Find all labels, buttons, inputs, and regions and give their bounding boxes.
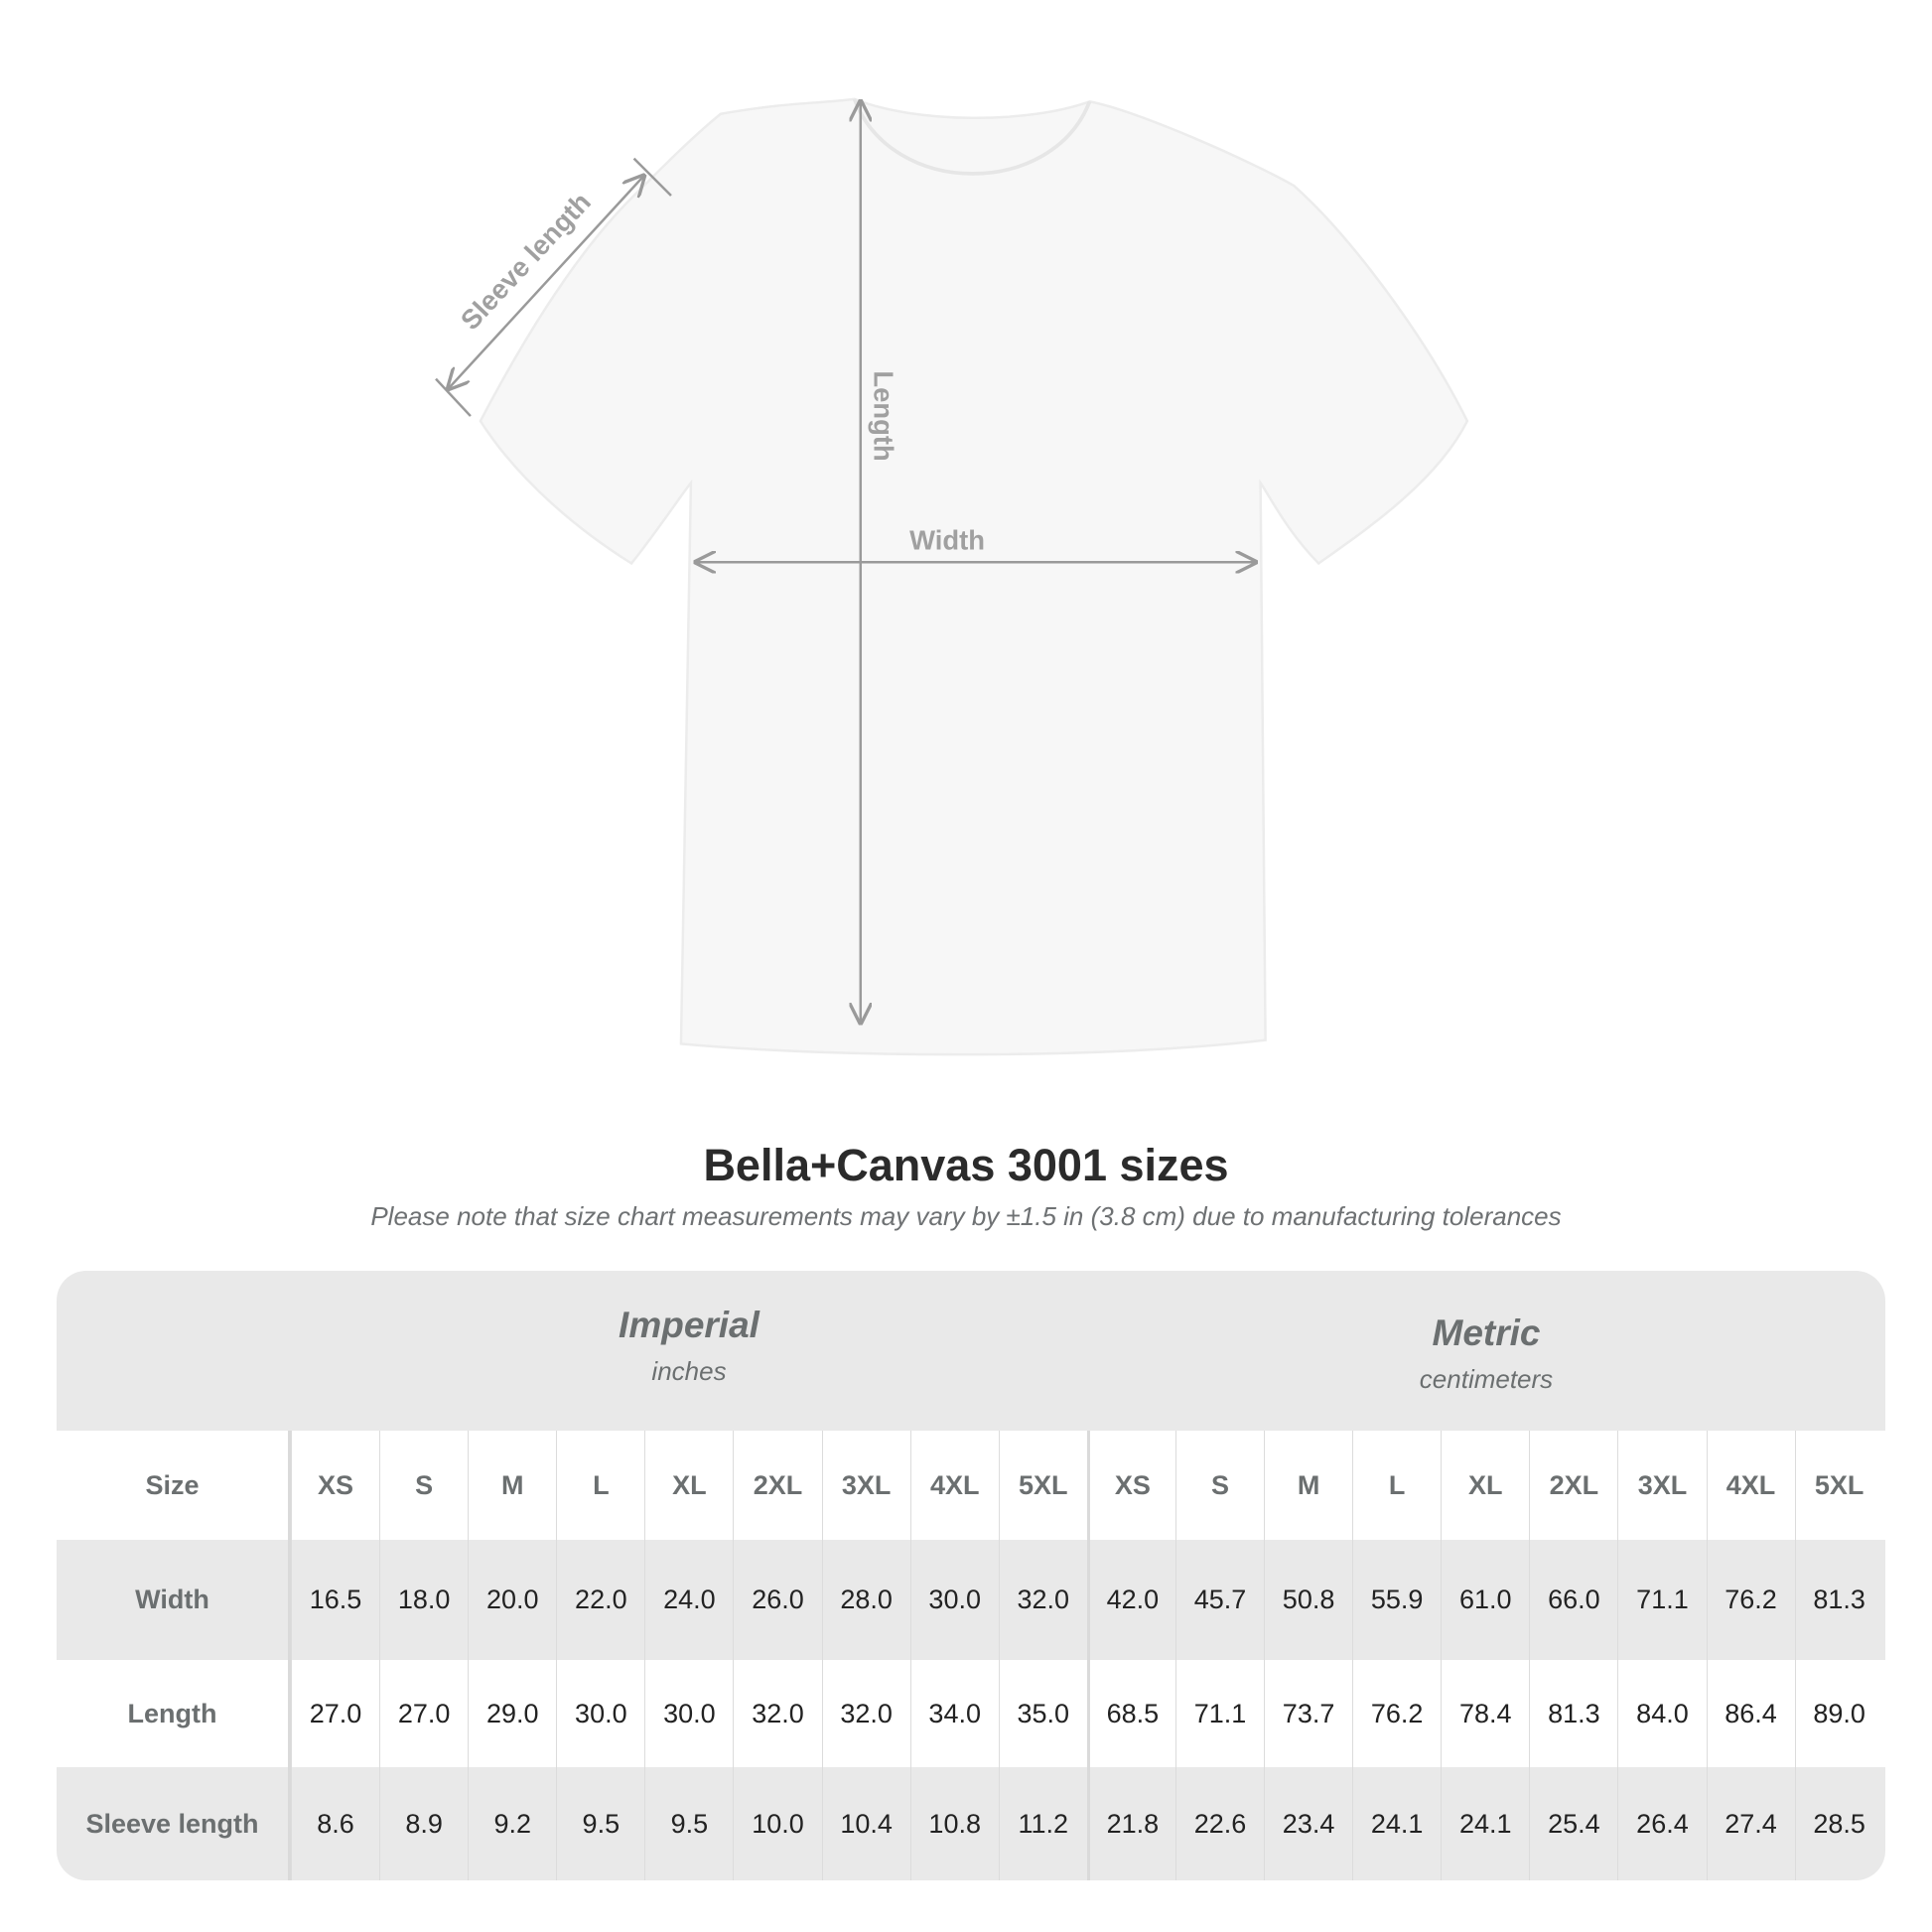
size-imperial-header: L bbox=[556, 1431, 644, 1540]
chart-subtitle: Please note that size chart measurements… bbox=[370, 1201, 1562, 1231]
tshirt-shape bbox=[479, 97, 1469, 1056]
width-label: Width bbox=[909, 525, 985, 556]
chart-title: Bella+Canvas 3001 sizes bbox=[703, 1140, 1229, 1190]
imperial-name: Imperial bbox=[619, 1305, 759, 1345]
row-label: Sleeve length bbox=[57, 1767, 291, 1880]
metric-value-cell: 24.1 bbox=[1441, 1767, 1529, 1880]
imperial-value-cell: 16.5 bbox=[291, 1540, 379, 1660]
size-imperial-header: XS bbox=[291, 1431, 379, 1540]
table-row: Width 16.5 18.0 20.0 22.0 24.0 26.0 28.0 30.0 32.… bbox=[57, 1540, 1885, 1660]
metric-header: Metric centimeters bbox=[1087, 1312, 1885, 1395]
imperial-value-cell: 30.0 bbox=[556, 1660, 644, 1767]
metric-value-cell: 89.0 bbox=[1794, 1660, 1883, 1767]
metric-value-cell: 66.0 bbox=[1529, 1540, 1617, 1660]
size-metric-header: XL bbox=[1441, 1431, 1529, 1540]
table-row: Sleeve length 8.6 8.9 9.2 9.5 9.5 10.0 10.4 10.8… bbox=[57, 1767, 1885, 1880]
imperial-value-cell: 9.5 bbox=[644, 1767, 733, 1880]
metric-value-cell: 73.7 bbox=[1264, 1660, 1352, 1767]
size-metric-header: 5XL bbox=[1794, 1431, 1883, 1540]
size-imperial-header: 3XL bbox=[821, 1431, 910, 1540]
imperial-value-cell: 27.0 bbox=[379, 1660, 468, 1767]
size-metric-header: M bbox=[1264, 1431, 1352, 1540]
imperial-value-cell: 26.0 bbox=[733, 1540, 821, 1660]
metric-name: Metric bbox=[1432, 1312, 1541, 1353]
size-metric-header: 4XL bbox=[1706, 1431, 1795, 1540]
table-row: Length 27.0 27.0 29.0 30.0 30.0 32.0 32.0 34.0 35… bbox=[57, 1660, 1885, 1767]
imperial-value-cell: 8.9 bbox=[379, 1767, 468, 1880]
size-metric-header: S bbox=[1174, 1431, 1264, 1540]
imperial-value-cell: 8.6 bbox=[291, 1767, 379, 1880]
imperial-value-cell: 10.4 bbox=[821, 1767, 910, 1880]
row-label: Length bbox=[57, 1660, 291, 1767]
imperial-value-cell: 9.2 bbox=[468, 1767, 556, 1880]
metric-value-cell: 27.4 bbox=[1706, 1767, 1795, 1880]
row-label: Width bbox=[57, 1540, 291, 1660]
imperial-value-cell: 34.0 bbox=[909, 1660, 999, 1767]
imperial-value-cell: 18.0 bbox=[379, 1540, 468, 1660]
metric-value-cell: 25.4 bbox=[1529, 1767, 1617, 1880]
imperial-value-cell: 29.0 bbox=[468, 1660, 556, 1767]
imperial-value-cell: 9.5 bbox=[556, 1767, 644, 1880]
size-header-row: Size XS S M L XL 2XL 3XL 4XL 5XL XS S M L XL 2XL 3XL 4XL 5… bbox=[57, 1431, 1885, 1540]
size-metric-header: 2XL bbox=[1529, 1431, 1617, 1540]
metric-value-cell: 61.0 bbox=[1441, 1540, 1529, 1660]
imperial-value-cell: 27.0 bbox=[291, 1660, 379, 1767]
metric-value-cell: 86.4 bbox=[1706, 1660, 1795, 1767]
size-label: Size bbox=[57, 1431, 291, 1540]
imperial-value-cell: 10.8 bbox=[909, 1767, 999, 1880]
metric-value-cell: 23.4 bbox=[1264, 1767, 1352, 1880]
size-metric-header: XS bbox=[1086, 1431, 1175, 1540]
imperial-value-cell: 32.0 bbox=[821, 1660, 910, 1767]
metric-value-cell: 24.1 bbox=[1352, 1767, 1441, 1880]
tshirt-diagram: Sleeve length Length Width bbox=[435, 97, 1469, 1056]
imperial-value-cell: 32.0 bbox=[998, 1540, 1087, 1660]
metric-value-cell: 81.3 bbox=[1794, 1540, 1883, 1660]
metric-value-cell: 55.9 bbox=[1352, 1540, 1441, 1660]
imperial-value-cell: 30.0 bbox=[909, 1540, 999, 1660]
size-imperial-header: M bbox=[468, 1431, 556, 1540]
metric-value-cell: 81.3 bbox=[1529, 1660, 1617, 1767]
metric-value-cell: 71.1 bbox=[1174, 1660, 1264, 1767]
metric-value-cell: 26.4 bbox=[1617, 1767, 1706, 1880]
metric-unit: centimeters bbox=[1419, 1364, 1554, 1394]
imperial-value-cell: 30.0 bbox=[644, 1660, 733, 1767]
length-label: Length bbox=[868, 370, 898, 461]
imperial-value-cell: 32.0 bbox=[733, 1660, 821, 1767]
metric-value-cell: 28.5 bbox=[1794, 1767, 1883, 1880]
imperial-value-cell: 10.0 bbox=[733, 1767, 821, 1880]
metric-value-cell: 50.8 bbox=[1264, 1540, 1352, 1660]
metric-value-cell: 76.2 bbox=[1706, 1540, 1795, 1660]
size-metric-header: 3XL bbox=[1617, 1431, 1706, 1540]
metric-value-cell: 42.0 bbox=[1086, 1540, 1175, 1660]
imperial-value-cell: 24.0 bbox=[644, 1540, 733, 1660]
imperial-value-cell: 28.0 bbox=[821, 1540, 910, 1660]
metric-value-cell: 84.0 bbox=[1617, 1660, 1706, 1767]
size-imperial-header: 5XL bbox=[998, 1431, 1087, 1540]
metric-value-cell: 78.4 bbox=[1441, 1660, 1529, 1767]
metric-value-cell: 71.1 bbox=[1617, 1540, 1706, 1660]
imperial-header: Imperial inches bbox=[291, 1305, 1087, 1387]
imperial-unit: inches bbox=[651, 1356, 727, 1386]
metric-value-cell: 21.8 bbox=[1086, 1767, 1175, 1880]
header-band bbox=[57, 1271, 1885, 1431]
sleeve-arrow bbox=[448, 176, 643, 389]
metric-value-cell: 45.7 bbox=[1174, 1540, 1264, 1660]
size-imperial-header: 4XL bbox=[909, 1431, 999, 1540]
metric-value-cell: 22.6 bbox=[1174, 1767, 1264, 1880]
size-imperial-header: XL bbox=[644, 1431, 733, 1540]
size-metric-header: L bbox=[1352, 1431, 1441, 1540]
metric-value-cell: 76.2 bbox=[1352, 1660, 1441, 1767]
metric-value-cell: 68.5 bbox=[1086, 1660, 1175, 1767]
imperial-value-cell: 11.2 bbox=[998, 1767, 1087, 1880]
imperial-value-cell: 20.0 bbox=[468, 1540, 556, 1660]
size-imperial-header: S bbox=[379, 1431, 468, 1540]
size-table: Imperial inches Metric centimeters Size X… bbox=[57, 1271, 1885, 1880]
imperial-value-cell: 22.0 bbox=[556, 1540, 644, 1660]
imperial-value-cell: 35.0 bbox=[998, 1660, 1087, 1767]
size-imperial-header: 2XL bbox=[733, 1431, 821, 1540]
